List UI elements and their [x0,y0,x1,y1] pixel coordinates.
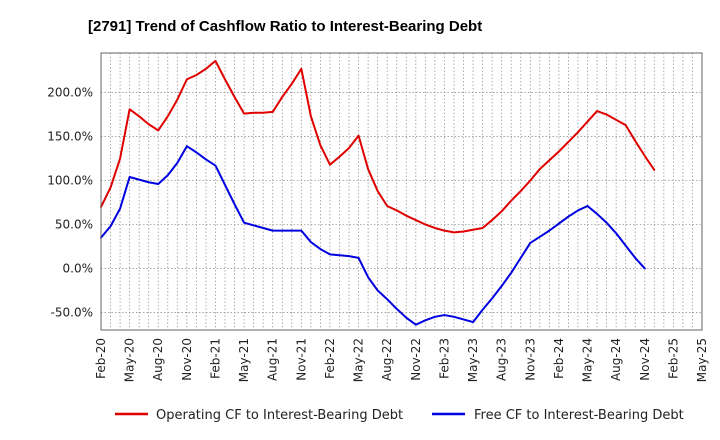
x-tick-label: Feb-20 [94,338,108,379]
x-tick-label: Feb-24 [552,338,566,379]
series-layer [100,59,656,326]
y-tick-label: 50.0% [55,217,93,231]
x-tick-label: May-22 [352,338,366,382]
x-tick-label: Feb-21 [208,338,222,379]
x-axis-tick-labels: Feb-20 May-20 Aug-20 Nov-20 Feb-21 May-21 Aug-… [94,338,709,382]
x-tick-label: Nov-22 [409,338,423,381]
x-tick-label: Nov-21 [294,338,308,381]
x-tick-label: May-23 [466,338,480,382]
x-tick-label: Feb-23 [437,338,451,379]
x-tick-label: Nov-20 [180,338,194,381]
plot-background [101,53,702,330]
x-tick-label: Aug-24 [609,338,623,381]
y-tick-label: 0.0% [63,261,94,275]
y-tick-label: 200.0% [47,86,93,100]
x-tick-label: May-21 [237,338,251,382]
y-axis-tick-labels: -50.0% 0.0% 50.0% 100.0% 150.0% 200.0% [47,86,93,320]
x-tick-label: Aug-23 [495,338,509,381]
y-tick-label: -50.0% [51,305,93,319]
plot-frame [100,52,703,331]
legend-label-free-cf: Free CF to Interest-Bearing Debt [474,408,684,423]
x-tick-label: Aug-21 [266,338,280,381]
legend: Operating CF to Interest-Bearing Debt Fr… [115,408,684,423]
series-line-operating-cf [100,59,656,234]
x-tick-label: Nov-24 [638,338,652,381]
series-line-free-cf [100,145,646,326]
x-tick-label: May-24 [581,338,595,382]
y-tick-label: 100.0% [47,174,93,188]
grid-layer [100,53,703,330]
legend-label-operating-cf: Operating CF to Interest-Bearing Debt [156,408,403,423]
plot-area [100,52,703,331]
chart-title: [2791] Trend of Cashflow Ratio to Intere… [88,18,482,35]
x-tick-label: May-25 [695,338,709,382]
x-tick-label: Feb-22 [323,338,337,379]
x-tick-label: Aug-20 [151,338,165,381]
x-tick-label: Aug-22 [380,338,394,381]
y-tick-label: 150.0% [47,130,93,144]
x-tick-label: Feb-25 [666,338,680,379]
x-tick-label: Nov-23 [523,338,537,381]
x-tick-label: May-20 [123,338,137,382]
